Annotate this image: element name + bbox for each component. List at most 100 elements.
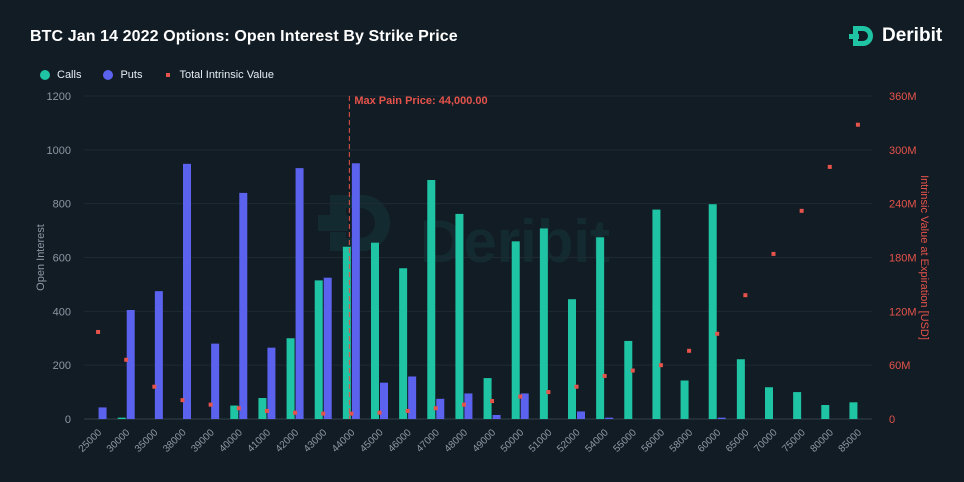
x-tick-label: 39000 xyxy=(189,427,217,455)
x-tick-label: 51000 xyxy=(527,427,555,455)
intrinsic-point xyxy=(96,329,101,334)
x-tick-label: 85000 xyxy=(837,427,865,455)
x-tick-label: 56000 xyxy=(640,427,668,455)
calls-bar xyxy=(314,280,323,419)
intrinsic-point xyxy=(293,410,298,415)
intrinsic-point xyxy=(236,406,241,411)
x-tick-label: 48000 xyxy=(443,427,471,455)
intrinsic-point xyxy=(518,394,523,399)
puts-swatch-icon xyxy=(103,70,114,80)
y2-tick-label: 120M xyxy=(889,306,917,318)
legend: Calls Puts Total Intrinsic Value xyxy=(40,69,296,81)
legend-label-calls: Calls xyxy=(57,69,82,81)
x-tick-label: 30000 xyxy=(105,427,133,455)
intrinsic-point xyxy=(630,368,635,373)
y2-tick-label: 300M xyxy=(889,145,917,157)
x-tick-label: 40000 xyxy=(217,427,245,455)
calls-bar xyxy=(793,392,802,419)
x-tick-label: 44000 xyxy=(330,427,358,455)
intrinsic-point xyxy=(264,408,269,413)
y-tick-label: 200 xyxy=(53,360,71,372)
intrinsic-point xyxy=(490,399,495,404)
calls-bar xyxy=(455,213,464,419)
x-tick-label: 35000 xyxy=(133,427,161,455)
intrinsic-point xyxy=(743,293,748,298)
y2-tick-label: 240M xyxy=(889,199,917,211)
puts-bar xyxy=(154,291,163,419)
intrinsic-point xyxy=(208,402,213,407)
legend-item-calls[interactable]: Calls xyxy=(40,69,81,81)
calls-bar xyxy=(736,359,745,419)
legend-label-puts: Puts xyxy=(120,69,143,81)
calls-bar xyxy=(342,246,351,419)
calls-bar xyxy=(765,387,773,419)
watermark-logo-bar xyxy=(318,215,348,231)
puts-bar xyxy=(577,411,585,419)
x-tick-label: 43000 xyxy=(302,427,330,455)
x-tick-label: 41000 xyxy=(246,427,274,455)
watermark-text: Deribit xyxy=(420,208,610,275)
x-tick-label: 49000 xyxy=(471,427,499,455)
legend-item-intrinsic[interactable]: Total Intrinsic Value xyxy=(164,69,274,81)
y2-tick-label: 60M xyxy=(889,360,910,372)
intrinsic-point xyxy=(124,357,129,362)
intrinsic-point xyxy=(461,402,466,407)
calls-bar xyxy=(399,268,408,419)
brand-name: Deribit xyxy=(882,25,943,46)
legend-item-puts[interactable]: Puts xyxy=(103,69,142,81)
intrinsic-point xyxy=(377,410,382,415)
deribit-logo-icon xyxy=(849,26,873,46)
puts-bar xyxy=(605,417,614,419)
calls-bar xyxy=(821,405,830,419)
y2-tick-label: 360M xyxy=(889,91,917,103)
y2-tick-label: 180M xyxy=(889,253,917,265)
intrinsic-point xyxy=(855,122,860,127)
intrinsic-point xyxy=(321,411,326,416)
puts-bar xyxy=(380,382,388,419)
intrinsic-point xyxy=(658,363,663,368)
puts-bar xyxy=(408,376,417,419)
intrinsic-point xyxy=(602,373,607,378)
calls-bar xyxy=(624,340,633,419)
x-tick-label: 50000 xyxy=(499,427,527,455)
x-tick-label: 54000 xyxy=(583,427,611,455)
intrinsic-point xyxy=(152,384,157,389)
x-tick-label: 60000 xyxy=(696,427,724,455)
x-tick-label: 42000 xyxy=(274,427,302,455)
y-tick-label: 400 xyxy=(53,306,71,318)
legend-label-intrinsic: Total Intrinsic Value xyxy=(179,69,275,81)
puts-bar xyxy=(323,277,332,419)
y-axis-title: Open Interest xyxy=(35,224,47,291)
puts-bar xyxy=(436,398,445,419)
intrinsic-point xyxy=(349,411,354,416)
calls-bar xyxy=(286,338,295,419)
intrinsic-point xyxy=(827,164,832,169)
intrinsic-point xyxy=(574,384,579,389)
calls-bar xyxy=(680,380,689,419)
calls-swatch-icon xyxy=(40,70,50,80)
y-tick-label: 600 xyxy=(53,253,71,265)
puts-bar xyxy=(492,414,501,419)
calls-bar xyxy=(652,209,661,419)
calls-bar xyxy=(539,228,548,419)
y2-tick-label: 0 xyxy=(889,414,895,426)
y-tick-label: 1200 xyxy=(47,91,71,103)
puts-bar xyxy=(267,347,276,419)
calls-bar xyxy=(511,241,520,419)
intrinsic-point xyxy=(180,398,185,403)
brand-logo[interactable]: Deribit xyxy=(848,22,942,50)
puts-bar xyxy=(717,417,726,419)
puts-bar xyxy=(239,192,248,419)
calls-bar xyxy=(483,378,492,419)
x-tick-label: 45000 xyxy=(358,427,386,455)
y-tick-label: 0 xyxy=(65,414,71,426)
puts-bar xyxy=(126,309,135,419)
calls-bar xyxy=(371,242,379,419)
calls-bar xyxy=(258,398,267,419)
max-pain-label: Max Pain Price: 44,000.00 xyxy=(354,95,487,107)
y-tick-label: 1000 xyxy=(47,145,71,157)
puts-bar xyxy=(464,393,473,419)
puts-bar xyxy=(520,393,529,419)
calls-bar xyxy=(849,402,858,419)
